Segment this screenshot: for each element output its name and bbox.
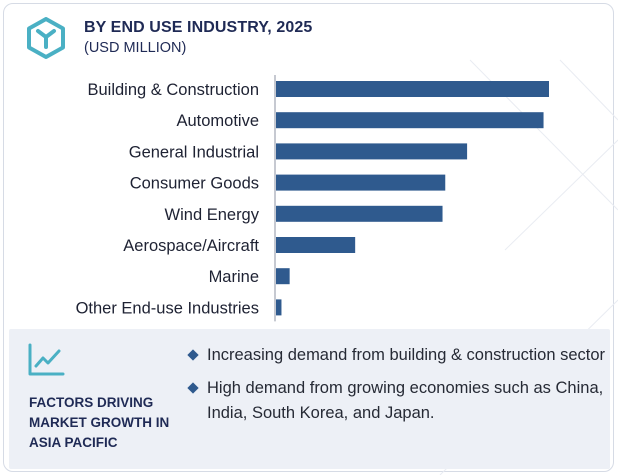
chart-title: BY END USE INDUSTRY, 2025 xyxy=(84,19,313,36)
category-label: Aerospace/Aircraft xyxy=(123,237,259,255)
factor-text: High demand from growing economies such … xyxy=(207,379,604,422)
diamond-bullet-icon xyxy=(187,382,199,394)
chart-subtitle: (USD MILLION) xyxy=(84,40,187,56)
factor-item: High demand from growing economies such … xyxy=(187,376,607,426)
factors-list: Increasing demand from building & constr… xyxy=(187,343,607,434)
bar-other-end-use-industries xyxy=(276,299,282,316)
factors-heading: FACTORS DRIVING MARKET GROWTH IN ASIA PA… xyxy=(29,395,170,450)
bar-automotive xyxy=(276,112,544,129)
bar-marine xyxy=(276,268,290,285)
bar-aerospace-aircraft xyxy=(276,237,356,253)
category-label: Wind Energy xyxy=(165,206,260,224)
diamond-bullet-icon xyxy=(187,349,199,361)
hexagon-y-logo-icon xyxy=(27,17,65,59)
category-label: Automotive xyxy=(176,112,259,130)
bar-consumer-goods xyxy=(276,174,446,191)
category-label: Building & Construction xyxy=(87,81,259,99)
growth-factors-panel: FACTORS DRIVING MARKET GROWTH IN ASIA PA… xyxy=(9,329,610,469)
trend-line-chart-icon xyxy=(28,343,65,376)
factor-item: Increasing demand from building & constr… xyxy=(187,343,607,368)
bar-chart: Building & Construction Automotive General… xyxy=(76,75,549,322)
category-label: Marine xyxy=(209,268,259,286)
bar-wind-energy xyxy=(276,205,443,222)
factor-text: Increasing demand from building & constr… xyxy=(207,346,606,364)
category-label: Other End-use Industries xyxy=(76,299,259,317)
category-label: General Industrial xyxy=(129,143,259,161)
category-label: Consumer Goods xyxy=(130,175,259,193)
bar-building-construction xyxy=(276,81,549,97)
bar-general-industrial xyxy=(276,143,468,160)
